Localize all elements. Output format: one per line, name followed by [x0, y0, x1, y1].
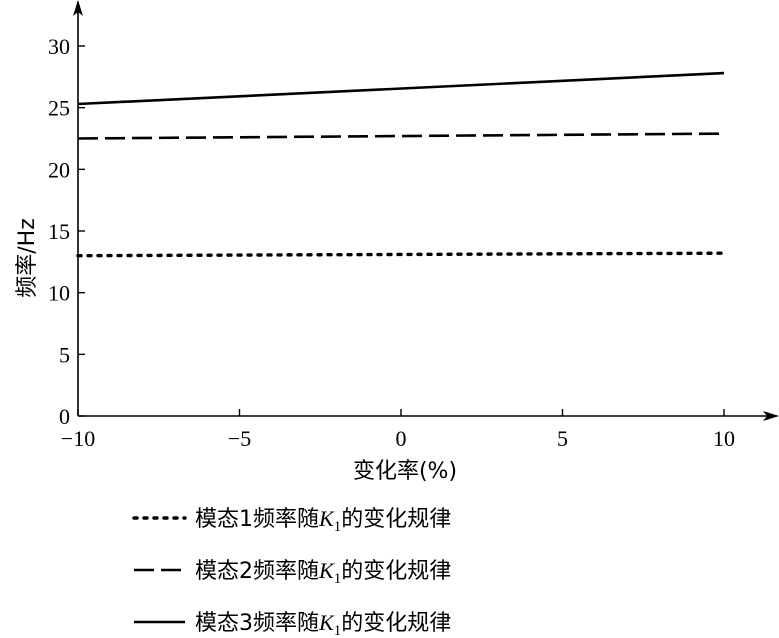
y-tick-label: 15: [48, 219, 70, 244]
legend-label-suffix: 的变化规律: [341, 611, 451, 636]
x-tick-label: 10: [713, 426, 735, 451]
legend-label-1: 模态1频率随K1的变化规律: [195, 506, 451, 535]
legend-label-suffix: 的变化规律: [341, 507, 451, 532]
legend-item-1: 模态1频率随K1的变化规律: [132, 506, 451, 535]
legend-label-prefix: 模态1频率随: [195, 507, 319, 532]
legend-label-sub: 1: [334, 519, 342, 535]
y-tick-label: 10: [48, 281, 70, 306]
x-tick-label: 0: [396, 426, 407, 451]
legend-label-var: K: [318, 610, 335, 635]
x-tick-label: −10: [61, 426, 95, 451]
series-line-1: [76, 251, 726, 258]
series-lines: [76, 71, 726, 258]
y-axis-label: 频率/Hz: [15, 218, 40, 298]
axes: [73, 0, 779, 421]
legend-label-suffix: 的变化规律: [341, 559, 451, 584]
y-tick-label: 5: [59, 342, 70, 367]
y-tick-label: 20: [48, 157, 70, 182]
legend-item-2: 模态2频率随K1的变化规律: [134, 558, 451, 587]
legend-label-3: 模态3频率随K1的变化规律: [195, 610, 451, 638]
tick-labels: −10 −5 0 5 10 0 5 10 15 20 25 30: [48, 34, 735, 451]
legend-label-var: K: [318, 506, 335, 531]
legend-label-2: 模态2频率随K1的变化规律: [195, 558, 451, 587]
y-tick-label: 30: [48, 34, 70, 59]
x-tick-label: 5: [557, 426, 568, 451]
legend-label-sub: 1: [334, 623, 342, 638]
legend-label-var: K: [318, 558, 335, 583]
x-tick-label: −5: [228, 426, 251, 451]
y-tick-label: 0: [59, 404, 70, 429]
legend-label-sub: 1: [334, 571, 342, 587]
series-line-2: [77, 132, 725, 140]
y-tick-label: 25: [48, 96, 70, 121]
series-line-3: [77, 71, 725, 106]
legend-label-prefix: 模态3频率随: [195, 611, 319, 636]
tick-marks: [77, 45, 725, 417]
legend-label-prefix: 模态2频率随: [195, 559, 319, 584]
x-axis-label: 变化率(%): [353, 459, 457, 484]
legend-item-3: 模态3频率随K1的变化规律: [134, 610, 451, 638]
